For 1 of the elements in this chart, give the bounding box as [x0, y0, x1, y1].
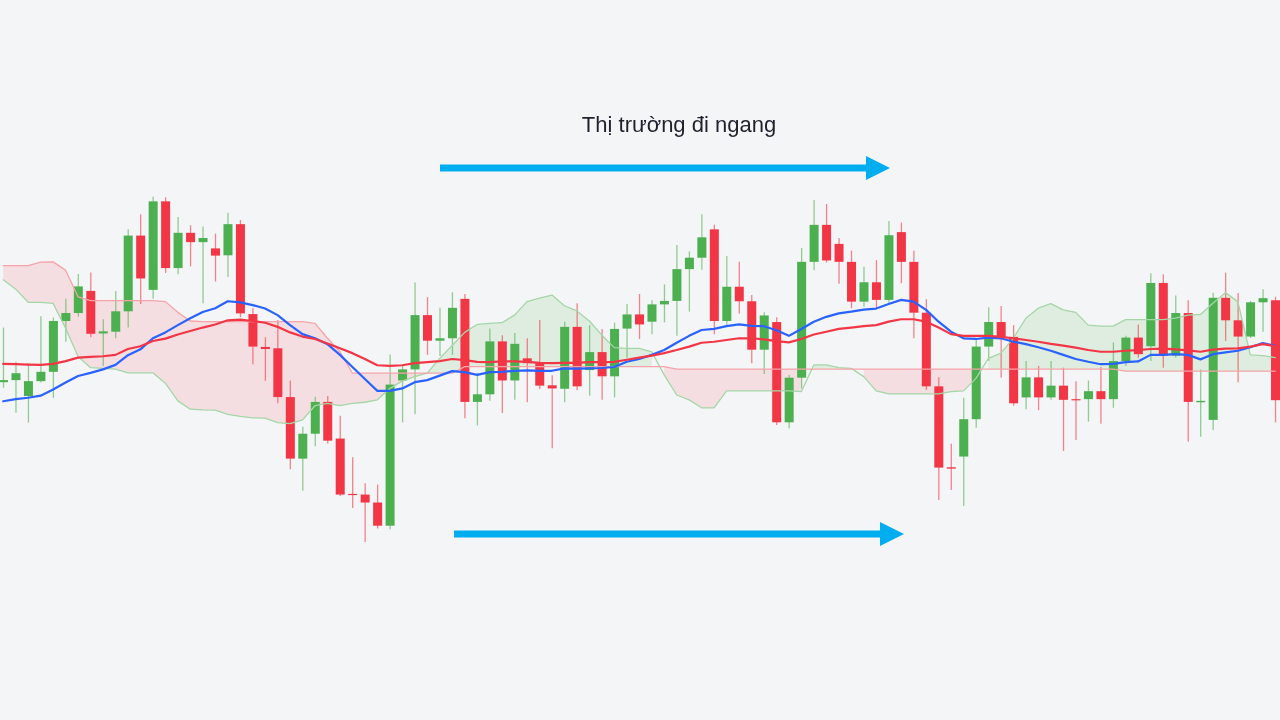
chart-title: Thị trường đi ngang — [580, 112, 778, 138]
